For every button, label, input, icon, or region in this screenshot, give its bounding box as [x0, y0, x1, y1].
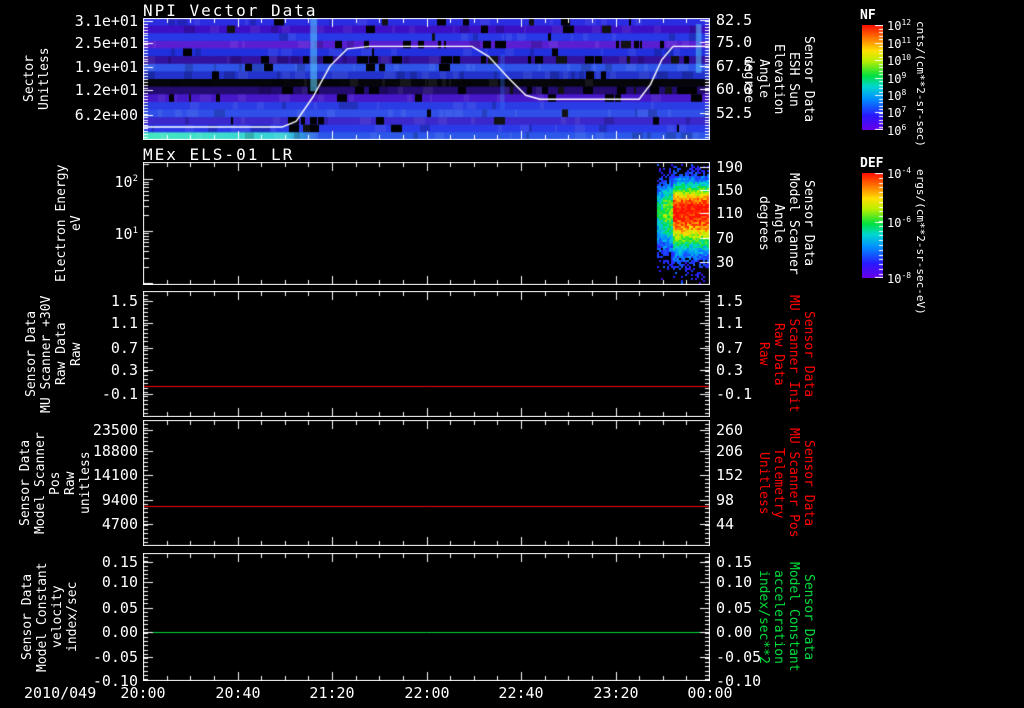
- colorbar-nf-units: cnts/(cm**2-sr-sec): [914, 21, 927, 147]
- panel4-y-tick-label: 18800: [92, 442, 138, 460]
- panel3-y-tick-label: -0.1: [101, 385, 138, 403]
- panel5-y-tick-label: 0.05: [101, 599, 138, 617]
- colorbar-nf: [862, 25, 883, 130]
- colorbar-nf-title: NF: [860, 8, 876, 23]
- panel1-title: NPI Vector Data: [143, 1, 318, 20]
- colorbar-nf-tick-label: 1012: [887, 18, 912, 33]
- colorbar-def-tick-label: 10-6: [887, 215, 912, 230]
- panel2-right-tick-label: 190: [716, 158, 744, 176]
- x-axis-tick-label: 20:00: [120, 684, 166, 702]
- panel3-y-tick-label: 1.1: [110, 314, 138, 332]
- x-axis-date-label: 2010/049: [24, 684, 97, 702]
- panel4-right-tick-label: 44: [716, 515, 735, 533]
- panel1-right-tick-label: 82.5: [716, 11, 753, 29]
- panel2-right-axis-label: Sensor Data Model Scanner Angle degrees: [756, 172, 816, 275]
- panel5-y-tick-label: 0.15: [101, 553, 138, 571]
- panel2-y-tick-label: 101: [114, 225, 138, 243]
- panel3-right-tick-label: 1.5: [716, 292, 744, 310]
- panel5-right-axis-label: Sensor Data Model Constant acceleration …: [756, 562, 816, 672]
- panel5-right-tick-label: 0.05: [716, 599, 753, 617]
- panel4-y-axis-label: Sensor Data Model Scanner Pos Raw unitle…: [18, 432, 93, 534]
- x-axis-tick-label: 00:00: [687, 684, 733, 702]
- panel5-right-tick-label: 0.00: [716, 623, 753, 641]
- panel3-right-tick-label: 1.1: [716, 314, 744, 332]
- panel1-y-tick-label: 1.2e+01: [74, 81, 138, 99]
- colorbar-nf-tick-label: 107: [887, 105, 907, 120]
- colorbar-def: [862, 173, 883, 278]
- colorbar-nf-tick-label: 1010: [887, 53, 912, 68]
- panel5-y-tick-label: -0.10: [92, 672, 138, 690]
- panel5-y-axis-label: Sensor Data Model Constant velocity inde…: [20, 562, 80, 672]
- panel3-y-tick-label: 1.5: [110, 292, 138, 310]
- panel4-right-axis-label: Sensor Data MU Scanner Pos Telemetry Uni…: [756, 428, 816, 538]
- panel4-y-tick-label: 9400: [101, 491, 138, 509]
- x-axis-tick-label: 22:40: [498, 684, 544, 702]
- panel2-right-tick-label: 150: [716, 181, 744, 199]
- panel3-y-tick-label: 0.7: [110, 339, 138, 357]
- panel2-right-tick-label: 110: [716, 204, 744, 222]
- colorbar-def-tick-label: 10-8: [887, 271, 912, 286]
- panel5-right-tick-label: -0.10: [716, 672, 762, 690]
- panel1-y-tick-label: 2.5e+01: [74, 34, 138, 52]
- panel1-y-axis-label: Sector Unitless: [22, 47, 52, 111]
- panel1-right-axis-label: Sensor Data ESH Sun Elevation Angle degr…: [741, 35, 816, 123]
- panel1-right-tick-label: 52.5: [716, 104, 753, 122]
- colorbar-nf-tick-label: 1011: [887, 36, 912, 51]
- panel1-right-tick-label: 67.5: [716, 57, 753, 75]
- panel5-y-tick-label: 0.00: [101, 623, 138, 641]
- panel5-right-tick-label: 0.15: [716, 553, 753, 571]
- panel4-y-tick-label: 4700: [101, 515, 138, 533]
- panel1-y-tick-label: 3.1e+01: [74, 12, 138, 30]
- panel1-y-tick-label: 1.9e+01: [74, 58, 138, 76]
- panel2-plot-area: [143, 162, 710, 285]
- panel1-y-tick-label: 6.2e+00: [74, 106, 138, 124]
- panel5-right-tick-label: -0.05: [716, 648, 762, 666]
- panel2-y-axis-label: Electron Energy eV: [54, 164, 84, 283]
- panel4-y-tick-label: 23500: [92, 421, 138, 439]
- colorbar-nf-tick-label: 109: [887, 71, 907, 86]
- panel2-title: MEx ELS-01 LR: [143, 145, 295, 164]
- colorbar-def-title: DEF: [860, 156, 884, 171]
- panel3-right-tick-label: -0.1: [716, 385, 753, 403]
- panel4-y-tick-label: 14100: [92, 466, 138, 484]
- colorbar-nf-tick-label: 106: [887, 123, 907, 138]
- panel5-y-tick-label: -0.05: [92, 648, 138, 666]
- panel2-right-tick-label: 70: [716, 229, 735, 247]
- colorbar-def-tick-label: 10-4: [887, 166, 912, 181]
- colorbar-nf-tick-label: 108: [887, 88, 907, 103]
- panel4-right-tick-label: 152: [716, 466, 744, 484]
- panel3-right-tick-label: 0.7: [716, 339, 744, 357]
- panel1-right-tick-label: 75.0: [716, 33, 753, 51]
- panel1-right-tick-label: 60.0: [716, 80, 753, 98]
- panel5-right-tick-label: 0.10: [716, 573, 753, 591]
- x-axis-tick-label: 21:20: [309, 684, 355, 702]
- panel4-right-tick-label: 260: [716, 421, 744, 439]
- panel1-plot-area: [143, 18, 710, 140]
- panel3-plot-area: [143, 291, 710, 417]
- panel4-right-tick-label: 206: [716, 442, 744, 460]
- panel3-y-tick-label: 0.3: [110, 361, 138, 379]
- x-axis-tick-label: 20:40: [215, 684, 261, 702]
- panel3-right-tick-label: 0.3: [716, 361, 744, 379]
- panel2-right-tick-label: 30: [716, 253, 735, 271]
- panel2-y-tick-label: 102: [114, 173, 138, 191]
- panel4-plot-area: [143, 420, 710, 546]
- panel3-right-axis-label: Sensor Data MU Scanner Init Raw Data Raw: [756, 295, 816, 413]
- x-axis-tick-label: 23:20: [593, 684, 639, 702]
- x-axis-tick-label: 22:00: [404, 684, 450, 702]
- panel4-right-tick-label: 98: [716, 491, 735, 509]
- panel5-y-tick-label: 0.10: [101, 573, 138, 591]
- panel3-y-axis-label: Sensor Data MU Scanner +30V Raw Data Raw: [24, 295, 84, 413]
- colorbar-def-units: ergs/(cm**2-sr-sec-eV): [914, 169, 927, 315]
- panel5-plot-area: [143, 553, 710, 681]
